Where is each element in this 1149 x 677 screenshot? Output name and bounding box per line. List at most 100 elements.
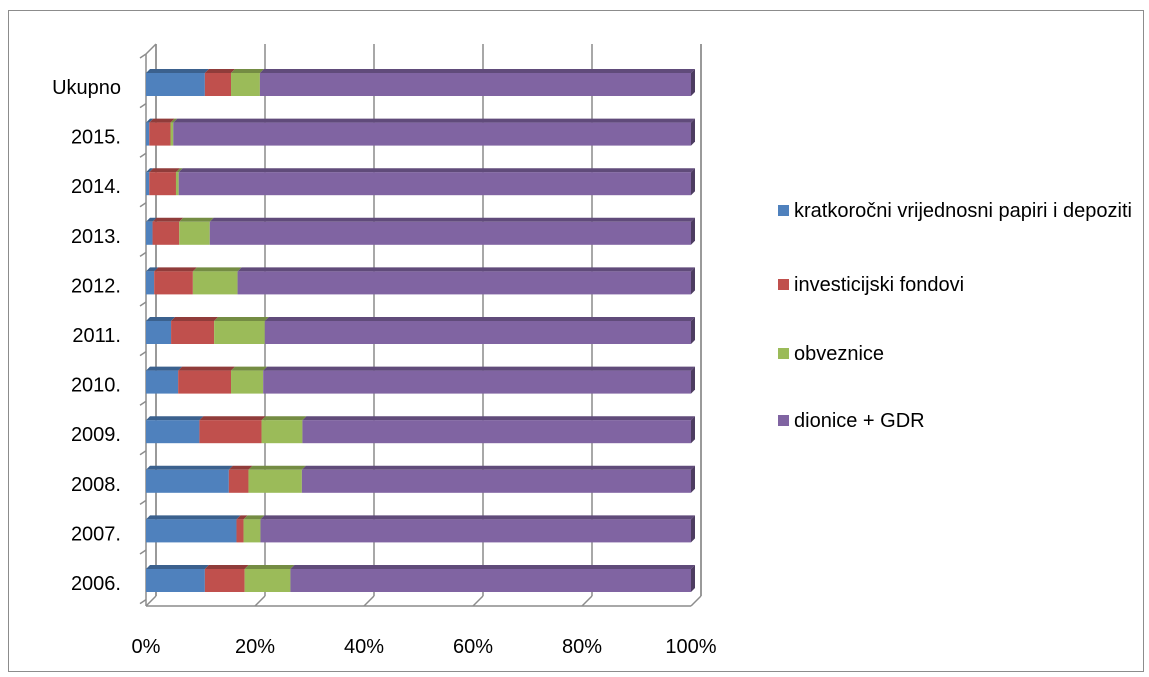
bar-2012-3-top bbox=[237, 267, 695, 272]
bar-2014-1-top bbox=[149, 168, 180, 173]
bar-2013-2 bbox=[179, 221, 210, 245]
bar-2012-3-side bbox=[691, 267, 695, 295]
bar-2011-1 bbox=[171, 321, 215, 344]
legend-item-bonds: obveznice bbox=[778, 339, 1148, 369]
x-tick-label: 20% bbox=[235, 636, 275, 658]
bar-Ukupno-0 bbox=[146, 73, 205, 96]
bar-2013-3-side bbox=[691, 217, 695, 245]
y-tick bbox=[139, 549, 147, 555]
bar-2015-2-top bbox=[170, 118, 178, 123]
bar-2014-0 bbox=[146, 172, 150, 196]
bar-Ukupno-1 bbox=[204, 73, 232, 96]
bar-2014-2-top bbox=[175, 168, 183, 173]
category-label: 2015. bbox=[71, 127, 121, 149]
y-tick bbox=[139, 251, 147, 258]
legend-swatch bbox=[778, 348, 789, 359]
y-tick bbox=[139, 102, 147, 109]
bar-2014-3-side bbox=[691, 168, 695, 196]
bar-Ukupno-2-top bbox=[231, 69, 264, 73]
legend-item-short-term-securities: kratkoročni vrijednosni papiri i depozit… bbox=[778, 196, 1148, 258]
bar-2015-3 bbox=[173, 122, 691, 146]
bar-2013-3 bbox=[209, 221, 691, 245]
legend-label: investicijski fondovi bbox=[794, 274, 965, 296]
category-label: Ukupno bbox=[52, 77, 121, 99]
category-label: 2011. bbox=[72, 325, 121, 347]
y-tick bbox=[139, 53, 147, 59]
bar-2008-0-top bbox=[146, 465, 233, 470]
bar-2010-2 bbox=[231, 370, 264, 394]
bar-2010-2-top bbox=[231, 366, 268, 371]
bar-2006-0 bbox=[146, 569, 205, 592]
bar-2010-3-side bbox=[691, 366, 695, 394]
bar-2012-0 bbox=[146, 271, 155, 295]
bar-2009-2-top bbox=[261, 416, 307, 421]
bar-2008-3-side bbox=[691, 465, 695, 493]
bar-2015-1-top bbox=[149, 118, 175, 123]
bar-2015-0 bbox=[146, 122, 150, 146]
bar-2009-1 bbox=[199, 420, 262, 444]
bar-2009-3 bbox=[302, 420, 691, 444]
category-label: 2008. bbox=[71, 474, 121, 496]
legend-swatch bbox=[778, 279, 789, 290]
x-tick-label: 40% bbox=[344, 636, 384, 658]
y-tick bbox=[139, 301, 147, 307]
bar-2006-3-top bbox=[290, 565, 695, 569]
y-axis-top-edge bbox=[145, 43, 157, 55]
bar-2009-0 bbox=[146, 420, 200, 444]
bar-2006-1 bbox=[204, 569, 245, 592]
bar-2006-1-top bbox=[204, 565, 249, 569]
legend-label: dionice + GDR bbox=[794, 410, 925, 432]
bar-2011-3-side bbox=[691, 317, 695, 344]
bar-Ukupno-3-top bbox=[259, 69, 695, 73]
bar-2015-1 bbox=[149, 122, 171, 146]
bar-2008-1 bbox=[228, 469, 249, 493]
bar-2011-0 bbox=[146, 321, 172, 344]
bar-2007-1-top bbox=[236, 515, 248, 520]
category-label: 2013. bbox=[71, 226, 121, 248]
y-tick bbox=[139, 598, 147, 605]
y-tick bbox=[139, 400, 147, 406]
bar-2011-0-top bbox=[146, 317, 176, 321]
bar-2007-3-side bbox=[691, 515, 695, 543]
bar-2006-3-side bbox=[691, 565, 695, 592]
bar-2007-3-top bbox=[260, 515, 695, 520]
bar-2008-2-top bbox=[248, 465, 306, 470]
bar-2012-1 bbox=[154, 271, 193, 295]
y-tick bbox=[139, 350, 147, 357]
bar-2007-3 bbox=[260, 519, 691, 543]
legend-swatch bbox=[778, 415, 789, 426]
bar-2007-0-top bbox=[146, 515, 241, 520]
bar-2008-3 bbox=[301, 469, 691, 493]
bar-2014-2 bbox=[175, 172, 179, 196]
y-tick bbox=[139, 202, 147, 208]
x-tick-label: 0% bbox=[132, 636, 161, 658]
bar-2010-1 bbox=[178, 370, 232, 394]
legend-label: obveznice bbox=[794, 343, 885, 365]
bar-2008-3-top bbox=[301, 465, 695, 470]
bar-2013-0 bbox=[146, 221, 153, 245]
bar-2010-0-top bbox=[146, 366, 183, 371]
bar-Ukupno-3-side bbox=[691, 69, 695, 96]
bar-Ukupno-2 bbox=[231, 73, 260, 96]
bar-2006-0-top bbox=[146, 565, 209, 569]
bar-2006-2-top bbox=[244, 565, 295, 569]
bar-2011-2-top bbox=[214, 317, 269, 321]
legend-item-investment-funds: investicijski fondovi bbox=[778, 270, 1148, 300]
x-tick-label: 80% bbox=[562, 636, 602, 658]
bar-2009-1-top bbox=[199, 416, 266, 421]
bar-2012-1-top bbox=[154, 267, 197, 272]
legend-label: kratkoročni vrijednosni papiri i depozit… bbox=[794, 200, 1132, 222]
bar-2013-3-top bbox=[209, 217, 695, 222]
floor-gridline bbox=[254, 595, 266, 607]
floor-gridline bbox=[363, 595, 375, 607]
bar-2009-2 bbox=[261, 420, 303, 444]
bar-2011-3-top bbox=[264, 317, 695, 321]
bar-2010-0 bbox=[146, 370, 179, 394]
bar-2013-2-top bbox=[179, 217, 214, 222]
category-label: 2010. bbox=[71, 375, 121, 397]
bar-2015-2 bbox=[170, 122, 174, 146]
bar-2009-3-top bbox=[302, 416, 695, 421]
x-tick-label: 60% bbox=[453, 636, 493, 658]
bar-2006-3 bbox=[290, 569, 691, 592]
